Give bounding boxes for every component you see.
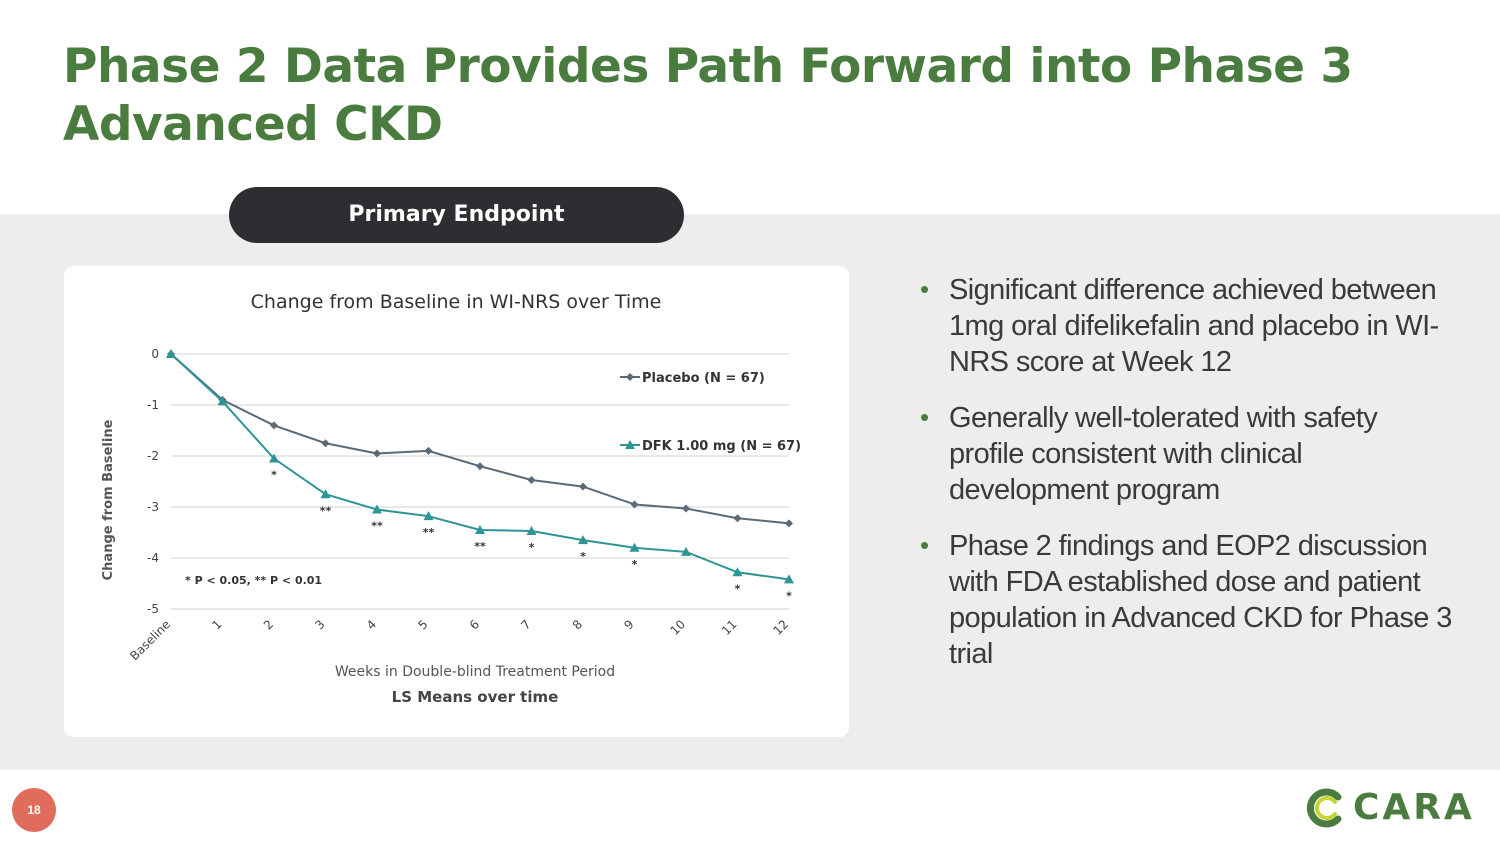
placebo-point xyxy=(476,462,484,471)
chart-card: Change from Baseline in WI-NRS over Time… xyxy=(64,266,849,737)
significance-label: * xyxy=(271,469,277,482)
significance-label: * xyxy=(632,558,638,571)
significance-label: * xyxy=(580,550,586,563)
dfk-point xyxy=(526,525,537,535)
legend-triangle-icon xyxy=(625,440,635,449)
dfk-point xyxy=(629,542,640,552)
significance-label: ** xyxy=(371,520,383,533)
y-tick-label: -1 xyxy=(147,398,159,412)
significance-footnote: * P < 0.05, ** P < 0.01 xyxy=(185,574,322,587)
bullet-dot-icon: • xyxy=(920,530,929,560)
chart-subtitle: LS Means over time xyxy=(392,688,559,706)
x-axis-label: Weeks in Double-blind Treatment Period xyxy=(335,664,615,680)
x-tick-label: 10 xyxy=(667,617,688,638)
placebo-point xyxy=(579,482,587,491)
y-tick-label: -3 xyxy=(147,500,159,514)
significance-label: * xyxy=(529,541,535,554)
y-tick-label: 0 xyxy=(151,347,159,361)
placebo-point xyxy=(733,514,742,523)
legend-label: Placebo (N = 67) xyxy=(642,371,765,386)
dfk-point xyxy=(269,453,279,463)
dfk-point xyxy=(166,349,176,358)
y-axis-label: Change from Baseline xyxy=(101,419,116,580)
x-tick-label: 12 xyxy=(770,617,791,638)
page-number-badge: 18 xyxy=(12,788,56,832)
key-points-list: • Significant difference achieved between… xyxy=(918,272,1458,692)
dfk-point xyxy=(423,511,434,521)
bullet-text: Phase 2 findings and EOP2 discussion wit… xyxy=(949,530,1452,670)
bullet-dot-icon: • xyxy=(920,274,929,304)
x-tick-label: 5 xyxy=(415,617,430,632)
cara-swirl-icon xyxy=(1306,788,1342,828)
placebo-point xyxy=(682,504,690,513)
x-tick-label: Baseline xyxy=(127,617,173,663)
bullet-item: • Phase 2 findings and EOP2 discussion wi… xyxy=(918,528,1458,672)
slide-title: Phase 2 Data Provides Path Forward into … xyxy=(63,39,1353,152)
bullet-text: Significant difference achieved between … xyxy=(949,274,1439,378)
dfk-point xyxy=(732,567,743,577)
y-tick-label: -5 xyxy=(147,602,159,616)
legend-label: DFK 1.00 mg (N = 67) xyxy=(642,439,801,454)
x-tick-label: 4 xyxy=(364,617,379,632)
bullet-item: • Generally well-tolerated with safety pr… xyxy=(918,400,1458,508)
logo-wordmark: CARA xyxy=(1353,787,1475,828)
bullet-text: Generally well-tolerated with safety pro… xyxy=(949,402,1378,506)
significance-label: * xyxy=(786,589,792,602)
dfk-point xyxy=(475,524,485,534)
dfk-point xyxy=(372,504,382,514)
x-tick-label: 1 xyxy=(209,617,224,632)
x-tick-label: 8 xyxy=(570,617,585,632)
placebo-point xyxy=(321,439,330,448)
y-tick-label: -2 xyxy=(147,449,159,463)
placebo-point xyxy=(527,475,536,484)
placebo-point xyxy=(785,519,793,528)
placebo-point xyxy=(424,446,433,455)
dfk-point xyxy=(320,489,331,499)
y-tick-label: -4 xyxy=(147,551,159,565)
cara-logo: CARA xyxy=(1305,788,1485,828)
x-tick-label: 2 xyxy=(261,617,276,632)
dfk-point xyxy=(784,574,794,584)
significance-label: ** xyxy=(423,526,435,539)
dfk-point xyxy=(217,396,228,406)
x-tick-label: 7 xyxy=(518,617,533,632)
x-tick-label: 11 xyxy=(719,617,740,638)
x-tick-label: 6 xyxy=(467,617,482,632)
placebo-point xyxy=(630,500,639,509)
bullet-dot-icon: • xyxy=(920,402,929,432)
significance-label: ** xyxy=(474,540,486,553)
primary-endpoint-pill: Primary Endpoint xyxy=(229,187,684,243)
significance-label: * xyxy=(735,582,741,595)
line-chart: Change from Baseline in WI-NRS over Time… xyxy=(101,291,801,706)
x-tick-label: 9 xyxy=(621,617,636,632)
legend-diamond-icon xyxy=(626,373,634,381)
significance-label: ** xyxy=(320,504,332,517)
bullet-item: • Significant difference achieved between… xyxy=(918,272,1458,380)
x-tick-label: 3 xyxy=(312,617,327,632)
placebo-point xyxy=(373,449,381,458)
dfk-point xyxy=(681,546,691,556)
chart-title: Change from Baseline in WI-NRS over Time xyxy=(251,291,662,313)
placebo-point xyxy=(270,421,278,430)
dfk-point xyxy=(578,535,588,545)
